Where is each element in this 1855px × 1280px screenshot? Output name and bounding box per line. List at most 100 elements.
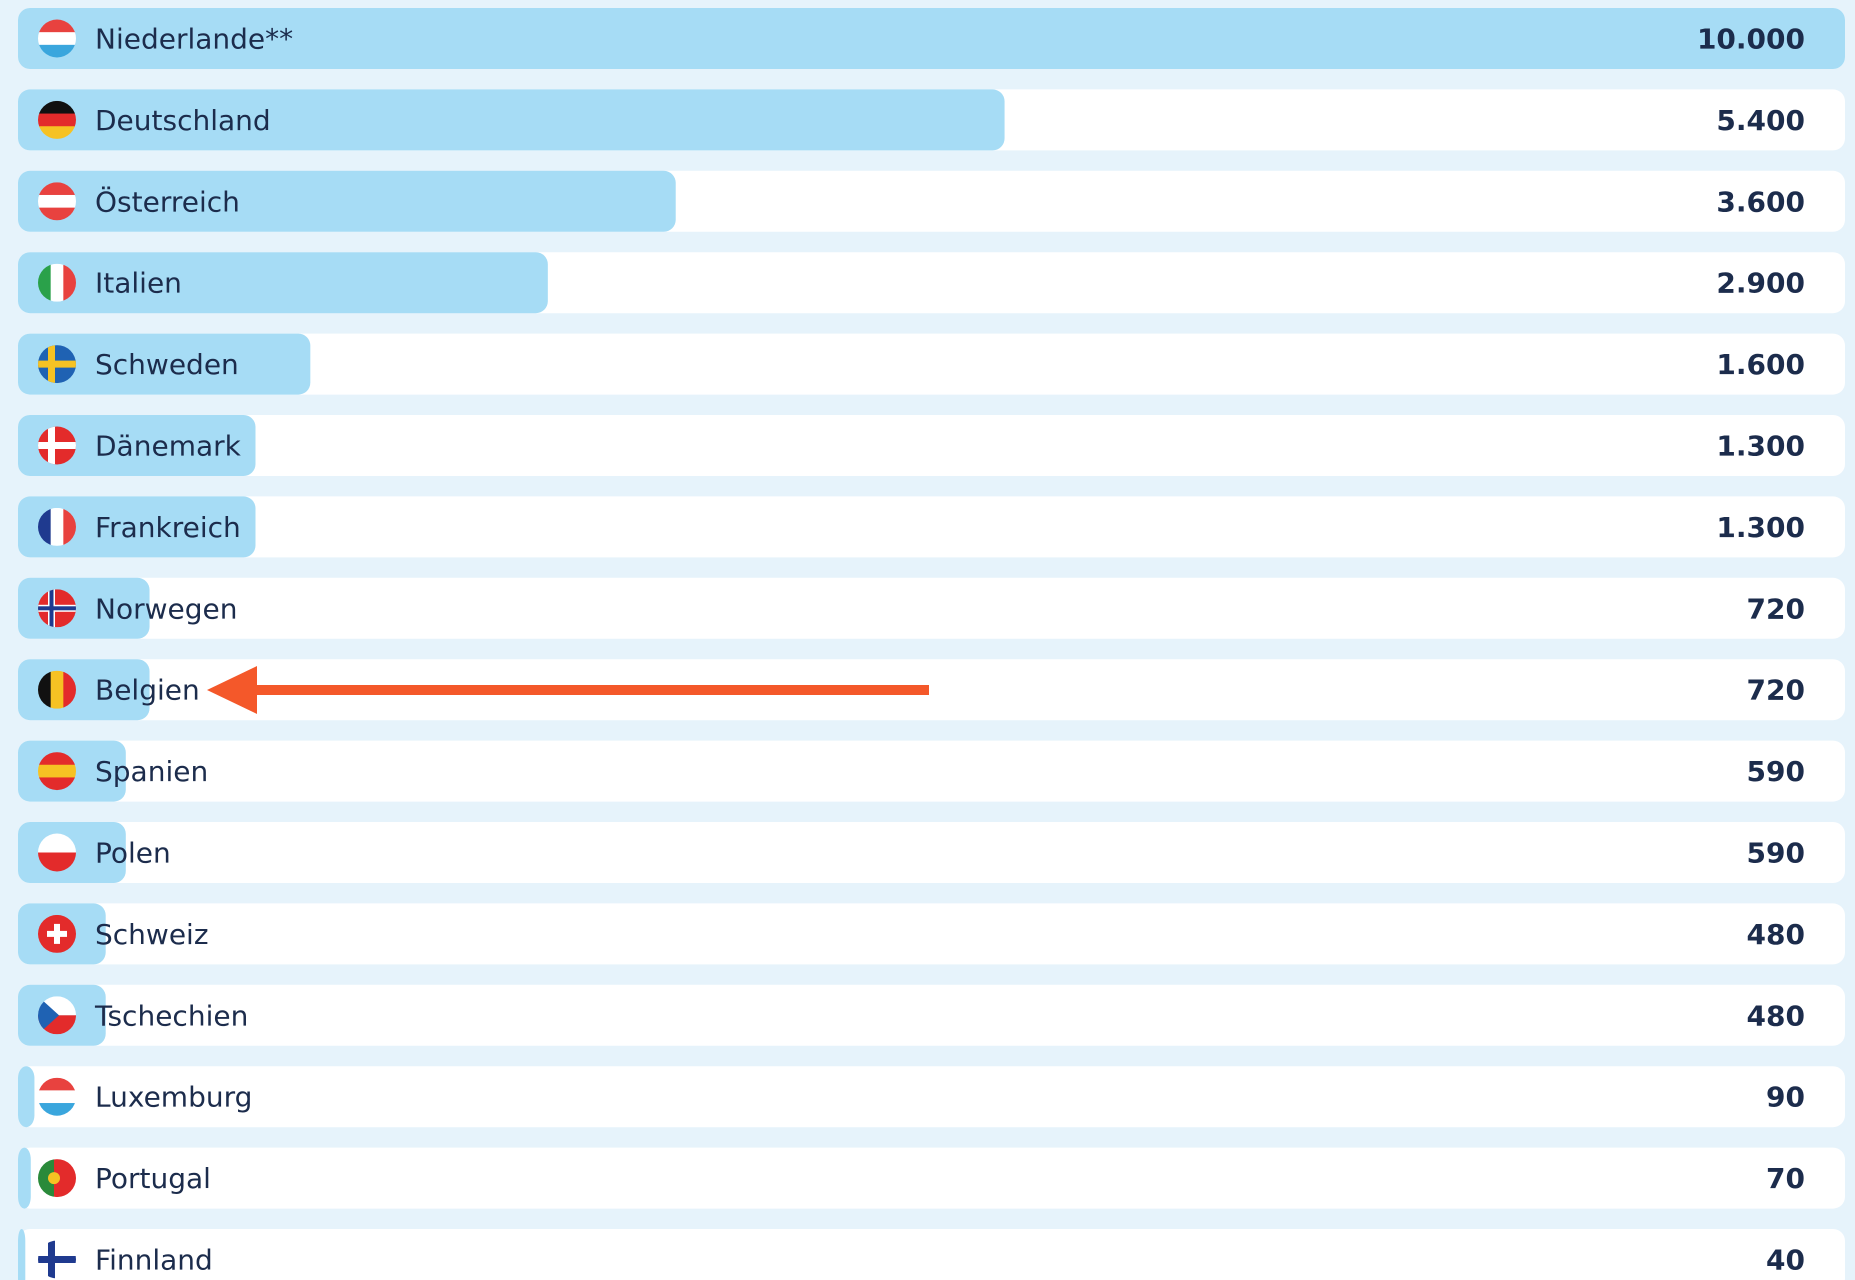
category-label: Schweiz bbox=[95, 918, 209, 951]
value-label: 590 bbox=[1747, 755, 1805, 788]
flag-icon bbox=[38, 263, 76, 302]
flag-part bbox=[38, 996, 59, 1035]
value-label: 1.300 bbox=[1716, 430, 1805, 463]
flag-icon bbox=[38, 182, 76, 221]
flag-part bbox=[54, 1159, 76, 1198]
value-label: 3.600 bbox=[1716, 185, 1805, 218]
row-background bbox=[18, 496, 1845, 558]
bar bbox=[18, 333, 311, 395]
flag-part bbox=[38, 670, 52, 709]
flag-part bbox=[47, 930, 67, 937]
row-background bbox=[18, 1147, 1845, 1209]
flag-icon bbox=[38, 100, 76, 139]
row-background bbox=[18, 415, 1845, 476]
flag-part bbox=[38, 507, 52, 546]
annotation-arrow bbox=[207, 666, 929, 714]
flag-icon bbox=[38, 507, 76, 546]
flag-part bbox=[38, 19, 76, 33]
category-label: Portugal bbox=[95, 1162, 211, 1195]
flag-part bbox=[38, 833, 76, 853]
rows: Niederlande** 10.000 Deutschland 5.400 Öster… bbox=[18, 8, 1845, 1280]
row-background bbox=[18, 659, 1845, 721]
flag-part bbox=[50, 507, 64, 546]
row-background bbox=[18, 1066, 1845, 1128]
arrow-head bbox=[207, 666, 257, 714]
row-background bbox=[18, 740, 1845, 802]
flag-part bbox=[38, 1256, 76, 1263]
flag-part bbox=[38, 32, 76, 46]
flag-part bbox=[38, 263, 52, 302]
category-label: Belgien bbox=[95, 674, 200, 707]
bar bbox=[18, 89, 1005, 151]
flag-part bbox=[50, 263, 64, 302]
value-label: 10.000 bbox=[1697, 23, 1805, 56]
flag-part bbox=[38, 442, 76, 449]
flag-part bbox=[38, 1077, 76, 1091]
flag-part bbox=[38, 360, 76, 368]
value-label: 720 bbox=[1747, 592, 1805, 625]
row-background bbox=[18, 903, 1845, 965]
flag-part bbox=[38, 1159, 54, 1198]
flag-part bbox=[38, 852, 76, 872]
value-label: 1.300 bbox=[1716, 511, 1805, 544]
row-background bbox=[18, 984, 1845, 1046]
category-label: Dänemark bbox=[95, 430, 242, 463]
flag-part bbox=[38, 126, 76, 139]
flag-part bbox=[38, 764, 76, 778]
value-label: 1.600 bbox=[1716, 348, 1805, 381]
category-label: Finnland bbox=[95, 1244, 213, 1277]
flag-icon bbox=[38, 914, 76, 953]
flag-icon bbox=[38, 670, 76, 709]
flag-icon bbox=[38, 589, 76, 628]
bar bbox=[18, 496, 256, 558]
flag-icon bbox=[38, 345, 76, 384]
flag-part bbox=[38, 606, 76, 611]
flag-part bbox=[38, 752, 76, 766]
category-label: Deutschland bbox=[95, 104, 271, 137]
flag-icon bbox=[38, 1240, 76, 1279]
category-label: Österreich bbox=[95, 184, 240, 218]
category-label: Italien bbox=[95, 267, 182, 300]
bar bbox=[18, 8, 1845, 69]
bar bbox=[18, 1147, 31, 1209]
bar bbox=[18, 170, 676, 232]
category-label: Frankreich bbox=[95, 511, 241, 544]
flag-part bbox=[38, 44, 76, 58]
flag-part bbox=[38, 113, 76, 127]
value-label: 720 bbox=[1747, 674, 1805, 707]
flag-icon bbox=[38, 426, 76, 465]
flag-part bbox=[38, 777, 76, 791]
flag-part bbox=[63, 263, 76, 302]
category-label: Polen bbox=[95, 837, 171, 870]
flag-part bbox=[38, 207, 76, 221]
value-label: 70 bbox=[1766, 1162, 1805, 1195]
value-label: 2.900 bbox=[1716, 267, 1805, 300]
bar bbox=[18, 1066, 35, 1128]
category-label: Spanien bbox=[95, 755, 208, 788]
flag-icon bbox=[38, 19, 76, 58]
category-label: Luxemburg bbox=[95, 1081, 252, 1114]
flag-part bbox=[38, 182, 76, 196]
flag-part bbox=[48, 1172, 60, 1185]
flag-icon bbox=[38, 833, 76, 872]
flag-icon bbox=[38, 996, 76, 1035]
flag-part bbox=[50, 670, 64, 709]
flag-part bbox=[38, 100, 76, 115]
category-label: Niederlande** bbox=[95, 23, 293, 56]
bar bbox=[18, 415, 256, 476]
value-label: 40 bbox=[1766, 1244, 1805, 1277]
value-label: 5.400 bbox=[1716, 104, 1805, 137]
bar bbox=[18, 1229, 26, 1280]
row-background bbox=[18, 577, 1845, 639]
category-label: Tschechien bbox=[94, 999, 248, 1032]
value-label: 480 bbox=[1747, 918, 1805, 951]
flag-part bbox=[38, 194, 76, 209]
flag-part bbox=[63, 507, 76, 546]
flag-icon bbox=[38, 752, 76, 791]
flag-part bbox=[38, 1090, 76, 1104]
row-background bbox=[18, 1229, 1845, 1280]
flag-part bbox=[63, 670, 76, 709]
value-label: 590 bbox=[1747, 837, 1805, 870]
row-background bbox=[18, 333, 1845, 395]
